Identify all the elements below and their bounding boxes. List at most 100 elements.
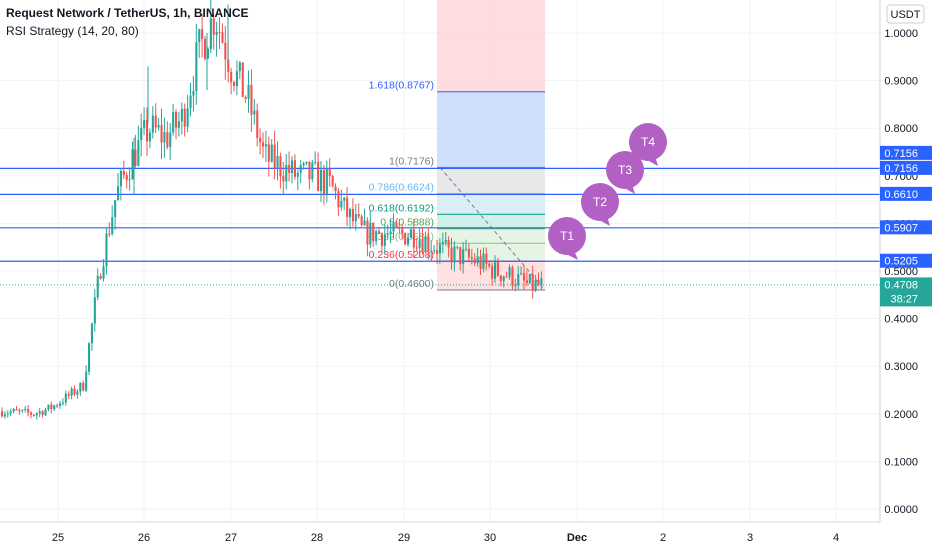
time-axis[interactable]: 25 26 27 28 29 30 Dec 2 3 4 [0, 521, 880, 550]
candle-body [444, 239, 447, 243]
candle-body [160, 125, 163, 143]
candle-body [288, 164, 291, 174]
candle-body [528, 274, 531, 284]
candle-body [102, 266, 105, 279]
candle-body [514, 285, 517, 287]
target-bubble[interactable]: T2 [581, 183, 619, 226]
candle-body [177, 121, 180, 128]
candle-body [99, 275, 102, 279]
candle-body [76, 391, 79, 395]
price-label: 0.7156 [880, 160, 932, 175]
candle-body [424, 236, 427, 252]
target-label: T3 [618, 163, 632, 177]
candle-body [32, 414, 35, 416]
candle-body [502, 276, 505, 281]
candle-body [534, 280, 537, 290]
price-label-box [880, 160, 932, 175]
target-bubble[interactable]: T1 [548, 217, 586, 260]
candle-body [343, 197, 346, 201]
fib-zone-teal [437, 214, 545, 229]
fib-zone-top-red [437, 0, 545, 92]
x-tick-label: 25 [52, 532, 64, 544]
candle-body [296, 172, 299, 177]
candle-body [230, 71, 233, 83]
candle-body [9, 411, 12, 414]
candle-body [470, 257, 473, 259]
bubble-shape [581, 183, 619, 221]
candle-body [334, 186, 337, 192]
candle-body [276, 156, 279, 169]
candle-body [38, 411, 41, 414]
target-label: T4 [641, 135, 655, 149]
candle-body [131, 149, 134, 180]
candle-body [299, 165, 302, 173]
candle-body [383, 234, 386, 246]
candle-body [436, 250, 439, 254]
candle-body [415, 247, 418, 249]
candle-body [285, 164, 288, 182]
y-tick-label: 0.5000 [884, 266, 918, 278]
candle-body [122, 170, 125, 176]
candle-body [375, 231, 378, 242]
fib-zone-blue [437, 91, 545, 168]
candle-body [224, 42, 227, 60]
candle-body [311, 162, 314, 180]
y-tick-label: 0.0000 [884, 504, 918, 516]
price-label: 0.7156 [880, 145, 932, 160]
price-label-text: 0.7156 [884, 148, 918, 160]
candle-body [1, 411, 4, 417]
candle-body [172, 112, 175, 133]
bubble-tail [649, 156, 658, 166]
candle-body [447, 239, 450, 248]
candle-body [395, 222, 398, 227]
candle-body [256, 110, 259, 138]
candle-body [204, 38, 207, 59]
candle-body [418, 239, 421, 248]
candle-body [163, 132, 166, 143]
candle-body [488, 263, 491, 267]
candle-body [148, 132, 151, 142]
candle-body [389, 231, 392, 234]
price-axis[interactable]: 1.00000.90000.80000.70000.60000.50000.40… [879, 0, 932, 550]
candle-body [227, 59, 230, 72]
target-bubbles: T1 T2 T3 T4 [548, 123, 667, 260]
study-legend[interactable]: RSI Strategy (14, 20, 80) [6, 24, 139, 38]
candle-body [134, 149, 137, 166]
target-bubble[interactable]: T3 [606, 151, 644, 194]
candle-body [50, 404, 53, 410]
candle-body [108, 233, 111, 235]
candle-body [212, 18, 215, 35]
candle-body [438, 244, 441, 254]
candle-body [433, 250, 436, 252]
candle-body [421, 239, 424, 252]
candle-body [401, 228, 404, 234]
time-axis-background [0, 522, 880, 550]
candle-body [293, 160, 296, 177]
candle-body [363, 220, 366, 226]
candle-body [485, 253, 488, 264]
bubble-shape [606, 151, 644, 189]
candle-body [273, 144, 276, 169]
candle-body [407, 237, 410, 245]
candle-body [386, 233, 389, 235]
candle-body [494, 262, 497, 279]
currency-badge[interactable]: USDT [886, 4, 925, 24]
candle-body [279, 156, 282, 177]
candle-body [61, 402, 64, 404]
fib-level-label: 0.786(0.6624) [369, 182, 434, 194]
candle-body [175, 112, 178, 128]
candle-body [398, 226, 401, 229]
candle-body [349, 209, 352, 218]
candle-body [476, 256, 479, 264]
target-bubble[interactable]: T4 [629, 123, 667, 166]
candle-body [96, 275, 99, 298]
candle-body [462, 249, 465, 264]
price-label-box [880, 253, 932, 268]
candle-body [496, 262, 499, 276]
fib-extension-zone[interactable]: 1.618(0.8767) 1(0.7176) 0.786(0.6624) 0.618… [369, 0, 546, 291]
candle-body [73, 388, 76, 395]
candle-body [157, 125, 160, 128]
candle-body [119, 170, 122, 187]
candle-body [247, 84, 250, 99]
